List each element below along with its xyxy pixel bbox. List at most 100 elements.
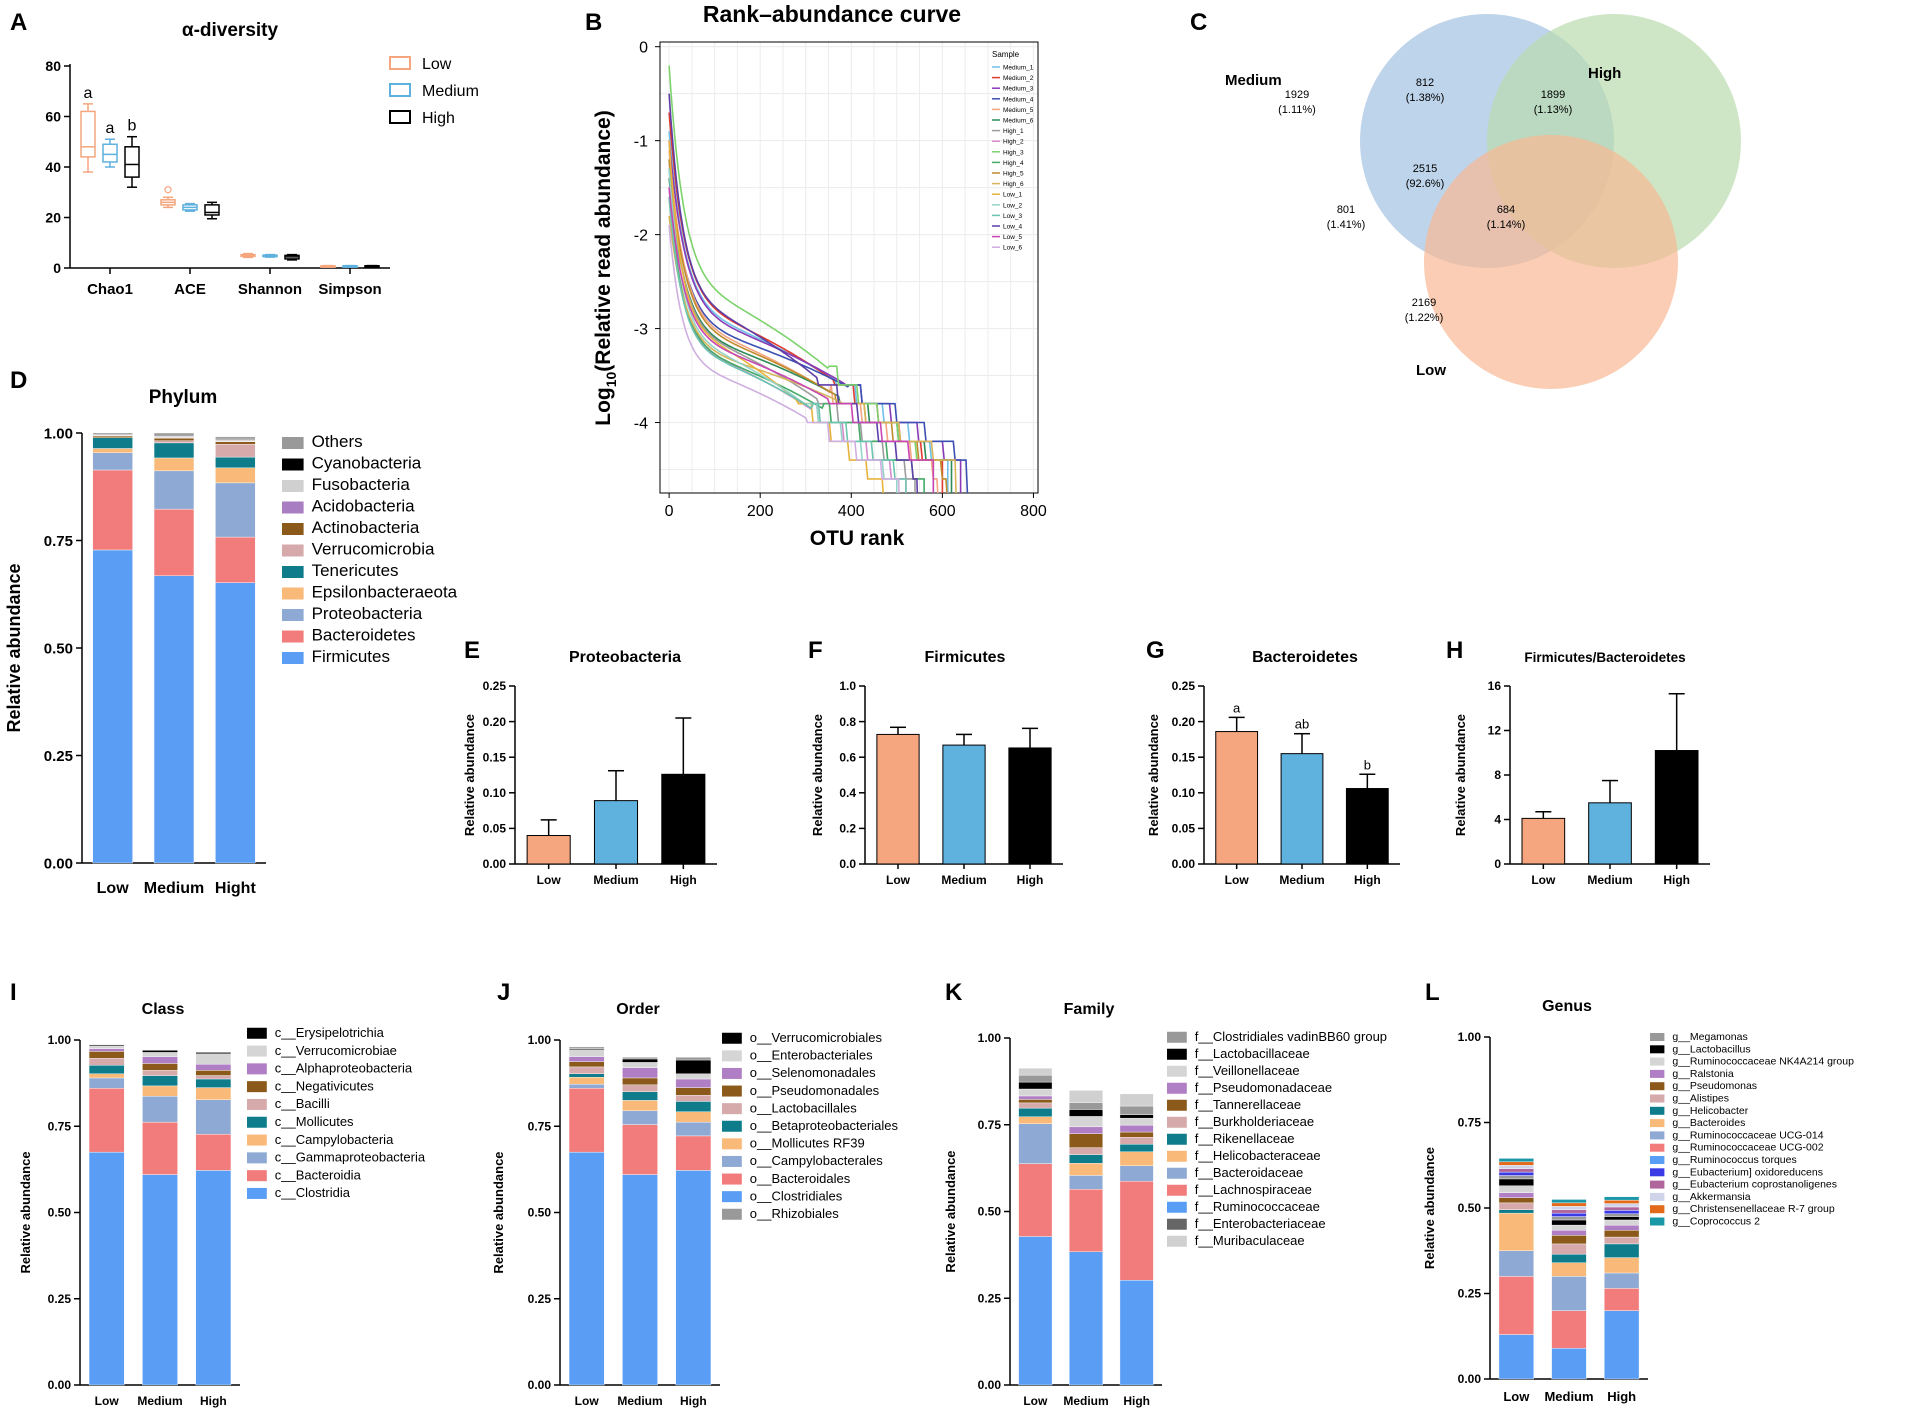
bar-segment: [1551, 1202, 1587, 1207]
legend-label: o__Bacteroidales: [750, 1171, 851, 1186]
bar-segment: [195, 1078, 232, 1088]
y-axis-label: Relative abundance: [462, 714, 477, 836]
y-tick-label: 40: [45, 159, 61, 175]
x-tick-label: Medium: [617, 1394, 662, 1408]
bar-segment: [1604, 1216, 1640, 1221]
bar-segment: [92, 549, 133, 864]
legend-label: f__Enterobacteriaceae: [1195, 1216, 1326, 1231]
legend-label: c__Negativicutes: [275, 1078, 374, 1093]
x-tick-label: Medium: [1544, 1389, 1593, 1404]
bar-segment: [1498, 1276, 1534, 1335]
bar-segment: [1018, 1081, 1053, 1090]
venn-percent-high_low: (1.14%): [1487, 219, 1526, 231]
bar-segment: [1551, 1216, 1587, 1221]
x-tick-label: Medium: [137, 1394, 182, 1408]
y-tick-label: 0.25: [1172, 679, 1196, 693]
bar: [1588, 802, 1632, 865]
bar-segment: [568, 1083, 605, 1089]
y-axis-label-sub: 10: [603, 371, 619, 387]
bar: [661, 773, 706, 865]
bar-segment: [1604, 1236, 1640, 1245]
curve-high_3: [668, 65, 935, 493]
bar-segment: [568, 1077, 605, 1085]
bar-segment: [1018, 1116, 1053, 1124]
bar-segment: [153, 435, 195, 438]
legend-label: g__Eubacterium] oxidoreducens: [1672, 1166, 1823, 1178]
x-tick-label: Medium: [1063, 1394, 1108, 1408]
bar-segment: [1018, 1107, 1053, 1117]
bar-segment: [622, 1062, 658, 1068]
panel-letter-b: B: [585, 9, 602, 36]
x-tick-label: High: [1607, 1389, 1636, 1404]
panel-letter-l: L: [1425, 979, 1440, 1006]
panel-k-family: Family 0.00 0.25 0.50 0.75 1.00 Relative abund…: [943, 1001, 1387, 1408]
legend-label: Epsilonbacteraeota: [312, 583, 458, 602]
y-tick-label: 0.05: [1172, 822, 1196, 836]
legend-label: g__Pseudomonas: [1672, 1080, 1757, 1092]
bar-segment: [1119, 1117, 1154, 1126]
legend-label: Verrucomicrobia: [312, 540, 435, 559]
legend-label: o__Clostridiales: [750, 1188, 843, 1203]
bar-segment: [1018, 1236, 1053, 1386]
legend-swatch: [1167, 1065, 1187, 1077]
bar-segment: [1018, 1074, 1053, 1083]
bar-segment: [195, 1133, 232, 1171]
bar-segment: [622, 1110, 658, 1125]
bar: [1215, 731, 1259, 865]
y-axis-label: Relative abundance: [1422, 1147, 1437, 1269]
bar-segment: [1604, 1199, 1640, 1204]
x-tick-label: Simpson: [318, 281, 381, 298]
curve-low_6: [668, 225, 900, 494]
bar-segment: [1119, 1137, 1154, 1145]
x-tick-label: Medium: [144, 880, 204, 897]
y-axis-label: Log10(Relative read abundance): [592, 110, 619, 425]
legend-label: High_4: [1003, 160, 1024, 167]
y-tick-label: 0.0: [839, 857, 856, 871]
y-tick-label: 0.4: [839, 786, 856, 800]
legend-label: c__Alphaproteobacteria: [275, 1061, 413, 1076]
legend-label: Medium_6: [1003, 118, 1034, 125]
bar-segment: [92, 469, 133, 551]
chart-title: α-diversity: [182, 20, 279, 41]
bar-segment: [1604, 1310, 1640, 1380]
y-axis-label: Relative abundance: [810, 714, 825, 836]
legend-swatch: [1650, 1143, 1665, 1152]
y-tick-label: 0.20: [483, 715, 507, 729]
legend-swatch: [1167, 1184, 1187, 1196]
y-tick-label: 1.00: [978, 1031, 1002, 1045]
legend-label: g__Lactobacillus: [1672, 1043, 1750, 1055]
bar-segment: [1498, 1209, 1534, 1214]
bar-segment: [1498, 1334, 1534, 1380]
bar-segment: [1604, 1272, 1640, 1289]
legend-title: Sample: [992, 50, 1020, 59]
legend-swatch: [1167, 1167, 1187, 1179]
bar-segment: [1018, 1163, 1053, 1237]
y-axis-label: Relative abundance: [491, 1151, 506, 1273]
bar-segment: [92, 437, 133, 449]
y-tick-label: 0.25: [978, 1291, 1002, 1305]
bar-segment: [153, 442, 195, 459]
panel-letter-e: E: [464, 637, 480, 664]
bar-segment: [215, 582, 256, 864]
bar-segment: [622, 1091, 658, 1101]
legend-swatch: [1650, 1205, 1665, 1214]
venn-label-high: High: [1588, 65, 1621, 82]
bar-segment: [1498, 1250, 1534, 1277]
legend-label: High_5: [1003, 171, 1024, 178]
legend-label: c__Gammaproteobacteria: [275, 1150, 426, 1165]
legend-label: g__Alistipes: [1672, 1093, 1729, 1105]
legend-label: f__Helicobacteraceae: [1195, 1148, 1321, 1163]
bar-segment: [1498, 1212, 1534, 1251]
y-tick-label: 1.00: [528, 1033, 552, 1047]
x-tick-label: Shannon: [238, 281, 302, 298]
legend-label: g__Ruminococcaceae UCG-014: [1672, 1129, 1823, 1141]
legend-swatch: [722, 1208, 742, 1220]
y-tick-label: -2: [634, 228, 648, 245]
bar-segment: [675, 1121, 712, 1137]
legend-swatch: [282, 652, 304, 664]
bar-segment: [1551, 1206, 1587, 1210]
y-tick-label: 0.75: [528, 1119, 552, 1133]
bar-segment: [1119, 1105, 1154, 1115]
legend-swatch: [1650, 1106, 1665, 1115]
y-tick-label: 0.75: [1458, 1116, 1482, 1130]
